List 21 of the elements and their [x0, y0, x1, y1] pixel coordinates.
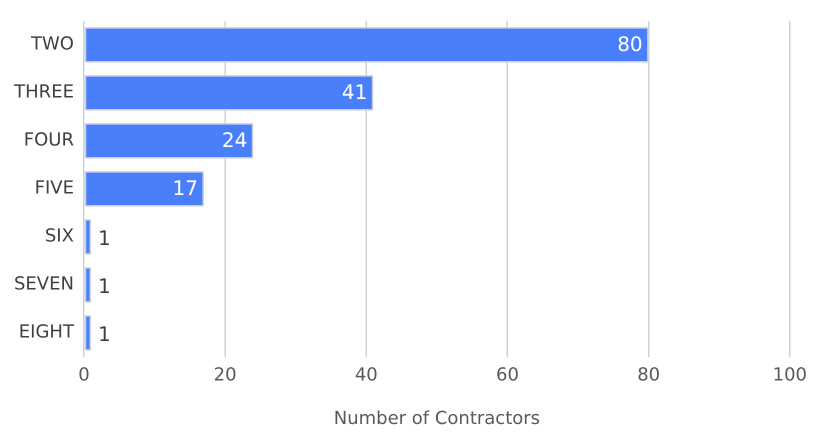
- x-tick-label: 0: [78, 364, 90, 386]
- x-tick-label: 60: [496, 364, 519, 386]
- data-label: 1: [98, 274, 111, 298]
- y-tick-label: TWO: [30, 33, 74, 54]
- data-label: 80: [617, 32, 643, 56]
- x-tick-label: 100: [772, 364, 807, 386]
- y-tick-label: FOUR: [24, 129, 74, 150]
- data-label: 41: [342, 80, 368, 104]
- x-tick-label: 80: [637, 364, 660, 386]
- y-tick-label: SEVEN: [14, 273, 74, 294]
- data-label: 1: [98, 226, 111, 250]
- y-tick-label: EIGHT: [18, 321, 75, 342]
- y-tick-label: THREE: [13, 81, 74, 102]
- y-tick-label: FIVE: [34, 177, 74, 198]
- x-tick-label: 40: [354, 364, 378, 386]
- data-label: 24: [222, 128, 248, 152]
- x-tick-label: 20: [214, 364, 237, 386]
- x-axis-title: Number of Contractors: [334, 408, 540, 429]
- data-label: 17: [172, 176, 198, 200]
- data-label: 1: [98, 322, 111, 346]
- y-tick-label: SIX: [44, 225, 74, 246]
